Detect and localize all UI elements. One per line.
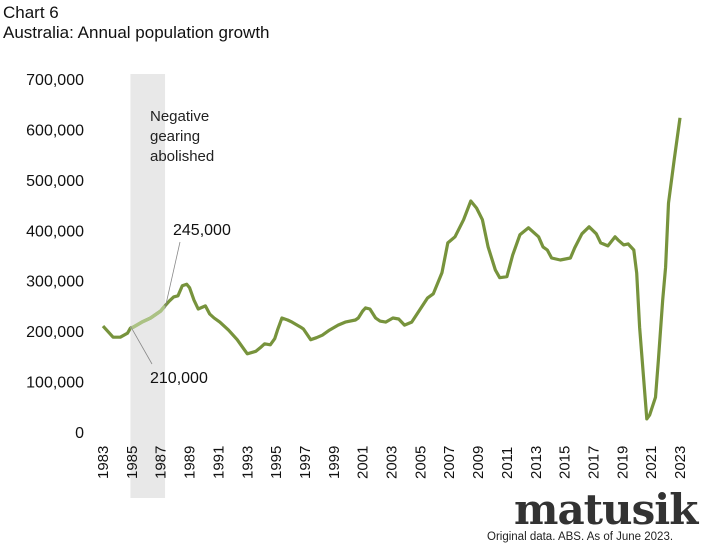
highlighted-period-line bbox=[129, 304, 167, 330]
x-tick-label: 2013 bbox=[528, 446, 545, 479]
x-tick-label: 1989 bbox=[182, 446, 199, 479]
source-note: Original data. ABS. As of June 2023. bbox=[487, 531, 674, 543]
x-tick-label: 1991 bbox=[210, 446, 227, 479]
x-tick-label: 2019 bbox=[614, 446, 631, 479]
x-tick-label: 1995 bbox=[268, 446, 285, 479]
shaded-period-label: Negative bbox=[150, 108, 209, 125]
shaded-period-label: gearing bbox=[150, 128, 200, 145]
x-tick-label: 2005 bbox=[412, 446, 429, 479]
y-tick-label: 400,000 bbox=[26, 223, 84, 240]
x-tick-label: 2017 bbox=[585, 446, 602, 479]
x-tick-label: 1999 bbox=[326, 446, 343, 479]
population-growth-line bbox=[101, 117, 682, 421]
y-tick-label: 700,000 bbox=[26, 72, 84, 89]
annotation-leader bbox=[164, 241, 181, 309]
chart-title: Chart 6 bbox=[3, 3, 59, 22]
annotation-label: 210,000 bbox=[150, 370, 208, 387]
y-tick-label: 300,000 bbox=[26, 274, 84, 291]
x-tick-label: 1987 bbox=[153, 446, 170, 479]
x-tick-label: 2015 bbox=[557, 446, 574, 479]
x-tick-label: 1983 bbox=[95, 446, 112, 479]
y-tick-label: 100,000 bbox=[26, 375, 84, 392]
matusik-logo: matusik bbox=[514, 485, 698, 534]
x-tick-label: 2001 bbox=[355, 446, 372, 479]
y-tick-label: 600,000 bbox=[26, 122, 84, 139]
y-tick-label: 200,000 bbox=[26, 324, 84, 341]
x-tick-label: 1997 bbox=[297, 446, 314, 479]
x-tick-label: 2021 bbox=[643, 446, 660, 479]
annotation-label: 245,000 bbox=[173, 222, 231, 239]
x-tick-label: 2011 bbox=[499, 447, 516, 479]
x-tick-label: 2007 bbox=[441, 446, 458, 479]
x-tick-label: 2009 bbox=[470, 446, 487, 479]
chart-subtitle: Australia: Annual population growth bbox=[3, 23, 270, 42]
x-tick-label: 1993 bbox=[239, 446, 256, 479]
shaded-period-label: abolished bbox=[150, 148, 214, 165]
y-tick-label: 0 bbox=[75, 425, 84, 442]
x-tick-label: 2003 bbox=[384, 446, 401, 479]
shaded-period bbox=[130, 74, 166, 498]
annotation-leader bbox=[130, 325, 153, 365]
y-tick-label: 500,000 bbox=[26, 173, 84, 190]
x-tick-label: 1985 bbox=[124, 446, 141, 479]
x-tick-label: 2023 bbox=[672, 446, 689, 479]
